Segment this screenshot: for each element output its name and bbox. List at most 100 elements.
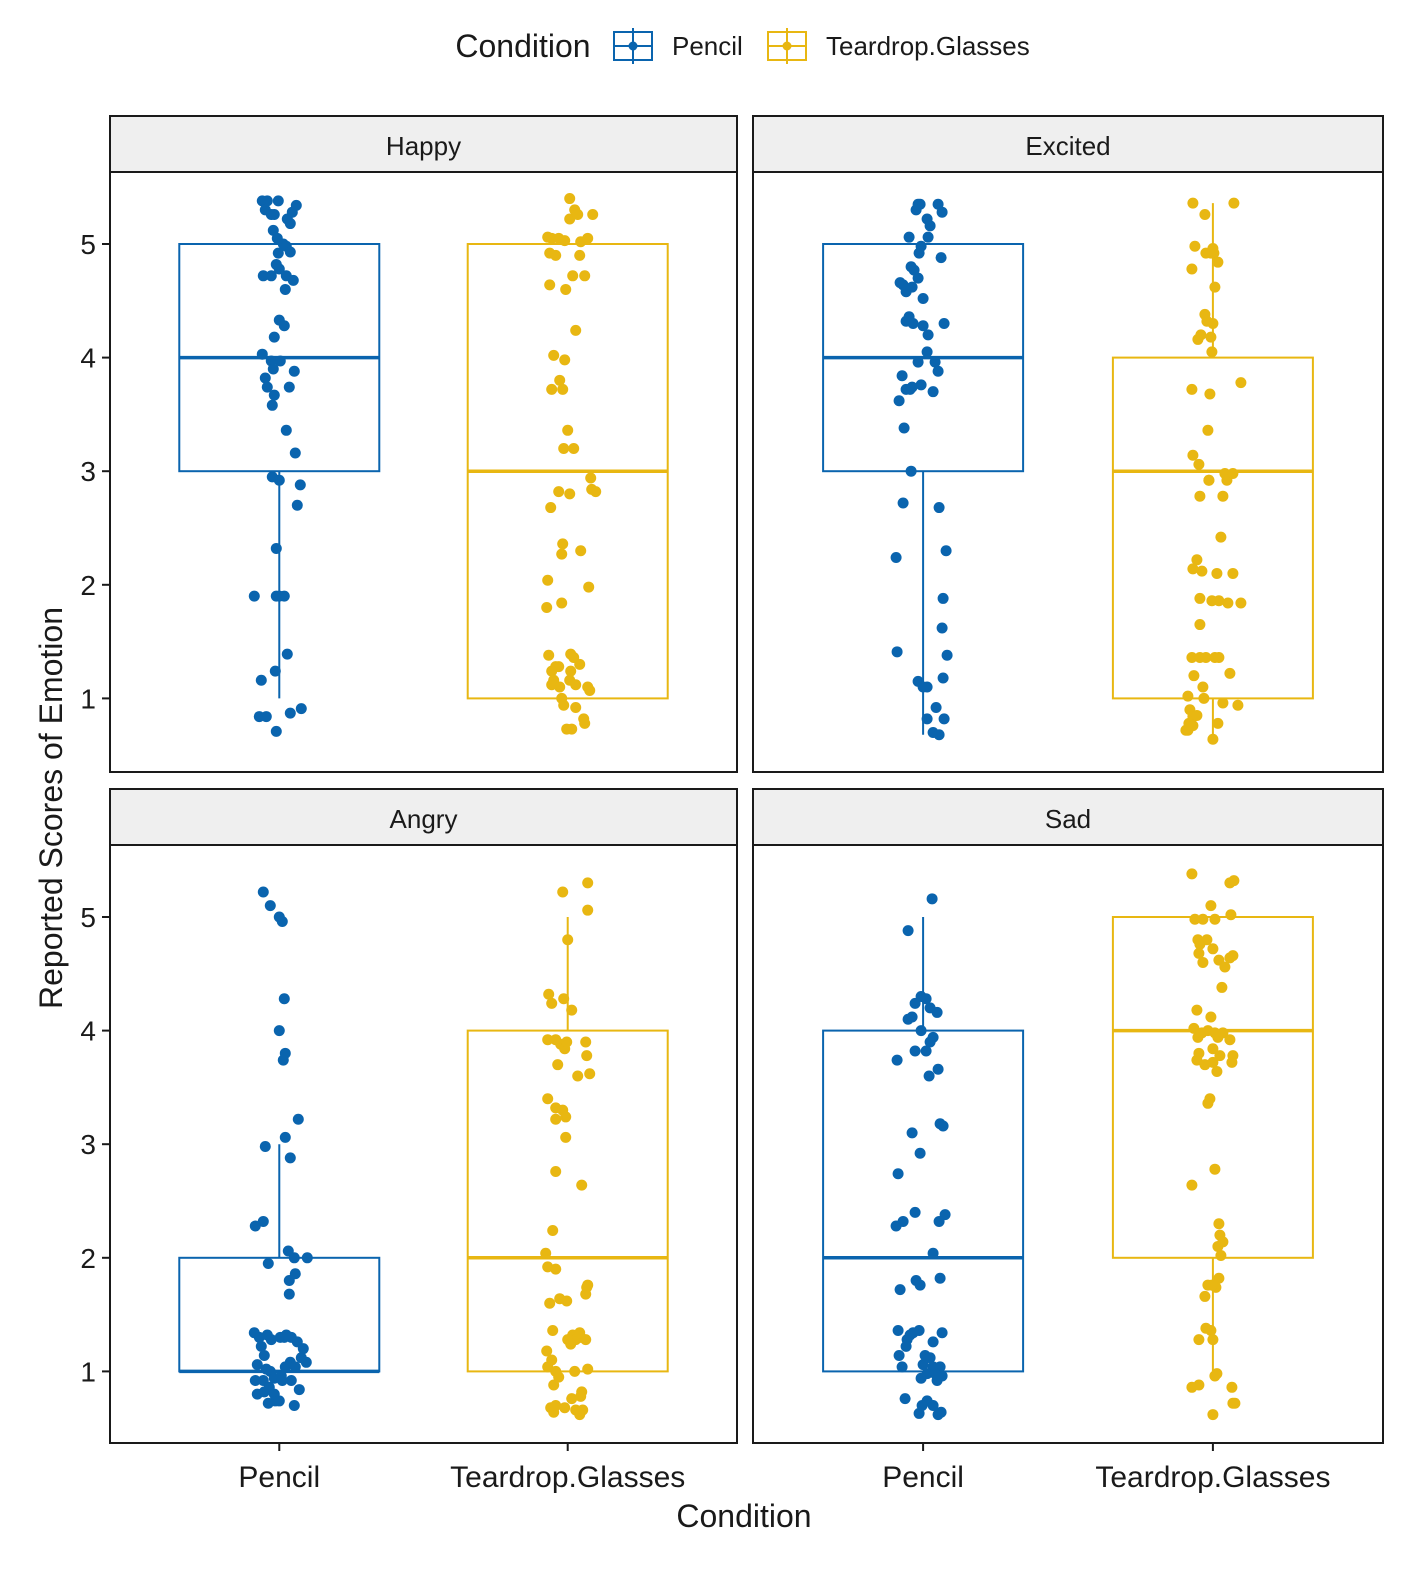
- data-point: [1205, 331, 1217, 343]
- data-point: [924, 220, 936, 232]
- data-point: [275, 1370, 287, 1382]
- data-point: [924, 1352, 936, 1364]
- data-point: [1235, 597, 1247, 609]
- data-point: [891, 646, 903, 658]
- data-point: [899, 1393, 911, 1405]
- x-tick-label-teardrop-glasses: Teardrop.Glasses: [1095, 1461, 1330, 1494]
- data-point: [922, 231, 934, 243]
- panel-frame: [752, 844, 1384, 1444]
- data-point: [1197, 913, 1209, 925]
- data-point: [300, 1356, 312, 1368]
- data-point: [590, 486, 602, 498]
- data-point: [1212, 256, 1224, 268]
- data-point: [274, 355, 286, 367]
- data-point: [572, 208, 584, 220]
- data-point: [1186, 263, 1198, 275]
- data-point: [273, 263, 285, 275]
- data-point: [903, 231, 915, 243]
- data-point: [256, 348, 268, 360]
- data-point: [1196, 565, 1208, 577]
- data-point: [585, 472, 597, 484]
- y-tick-label: 3: [80, 456, 96, 487]
- data-point: [542, 1361, 554, 1373]
- data-point: [931, 1006, 943, 1018]
- data-point: [550, 1165, 562, 1177]
- data-point: [273, 1025, 285, 1037]
- data-point: [574, 1327, 586, 1339]
- data-point: [542, 1093, 554, 1105]
- data-point: [1207, 318, 1219, 330]
- data-point: [1227, 567, 1239, 579]
- data-point: [1200, 247, 1212, 259]
- data-point: [906, 1011, 918, 1023]
- data-point: [265, 270, 277, 282]
- data-point: [1213, 1218, 1225, 1230]
- legend-key-pencil: [613, 28, 653, 64]
- data-point: [893, 395, 905, 407]
- data-point: [283, 1275, 295, 1287]
- data-point: [1206, 1279, 1218, 1291]
- data-point: [1202, 424, 1214, 436]
- data-point: [1224, 1034, 1236, 1046]
- data-point: [570, 701, 582, 713]
- data-point: [896, 1361, 908, 1373]
- data-point: [249, 1374, 261, 1386]
- panel-sad: Sad Pencil Teardrop.Glasses: [752, 788, 1384, 1494]
- data-point: [909, 1045, 921, 1057]
- data-point: [1232, 699, 1244, 711]
- data-point: [920, 993, 932, 1005]
- data-point: [1193, 1379, 1205, 1391]
- data-point: [1207, 1043, 1219, 1055]
- data-point: [543, 988, 555, 1000]
- x-tick-label-pencil: Pencil: [882, 1461, 964, 1494]
- data-point: [894, 1284, 906, 1296]
- data-point: [574, 249, 586, 261]
- box-excited-pencil: [822, 198, 1025, 741]
- data-point: [897, 497, 909, 509]
- data-point: [906, 281, 918, 293]
- panel-angry: Angry 1 2 3 4 5 Pencil Teardrop.Glasses: [80, 788, 738, 1494]
- data-point: [550, 249, 562, 261]
- y-tick-label: 4: [80, 343, 96, 374]
- data-point: [912, 272, 924, 284]
- data-point: [557, 886, 569, 898]
- data-point: [579, 270, 591, 282]
- data-point: [295, 703, 307, 715]
- data-point: [932, 365, 944, 377]
- data-point: [261, 195, 273, 207]
- data-point: [917, 293, 929, 305]
- data-point: [572, 1070, 584, 1082]
- legend-label-teardrop-glasses: Teardrop.Glasses: [826, 31, 1030, 61]
- data-point: [562, 934, 574, 946]
- data-point: [582, 232, 594, 244]
- strip-label-happy: Happy: [386, 131, 461, 161]
- data-point: [1205, 900, 1217, 912]
- data-point: [915, 1025, 927, 1037]
- data-point: [257, 1215, 269, 1227]
- data-point: [548, 1379, 560, 1391]
- data-point: [933, 1215, 945, 1227]
- data-point: [1197, 956, 1209, 968]
- data-point: [288, 1399, 300, 1411]
- data-point: [1217, 697, 1229, 709]
- data-point: [557, 538, 569, 550]
- data-point: [1228, 875, 1240, 887]
- data-point: [1207, 943, 1219, 955]
- data-point: [574, 658, 586, 670]
- y-tick-label: 5: [80, 902, 96, 933]
- data-point: [566, 1004, 578, 1016]
- data-point: [255, 1340, 267, 1352]
- data-point: [1187, 449, 1199, 461]
- data-point: [1197, 681, 1209, 693]
- data-point: [890, 1220, 902, 1232]
- data-point: [1186, 652, 1198, 664]
- data-point: [1226, 1056, 1238, 1068]
- data-point: [1191, 1004, 1203, 1016]
- data-point: [1211, 1065, 1223, 1077]
- data-point: [540, 1247, 552, 1259]
- data-point: [560, 1131, 572, 1143]
- data-point: [1213, 652, 1225, 664]
- data-point: [1207, 1056, 1219, 1068]
- data-point: [565, 1338, 577, 1350]
- strip-sad: [752, 788, 1384, 846]
